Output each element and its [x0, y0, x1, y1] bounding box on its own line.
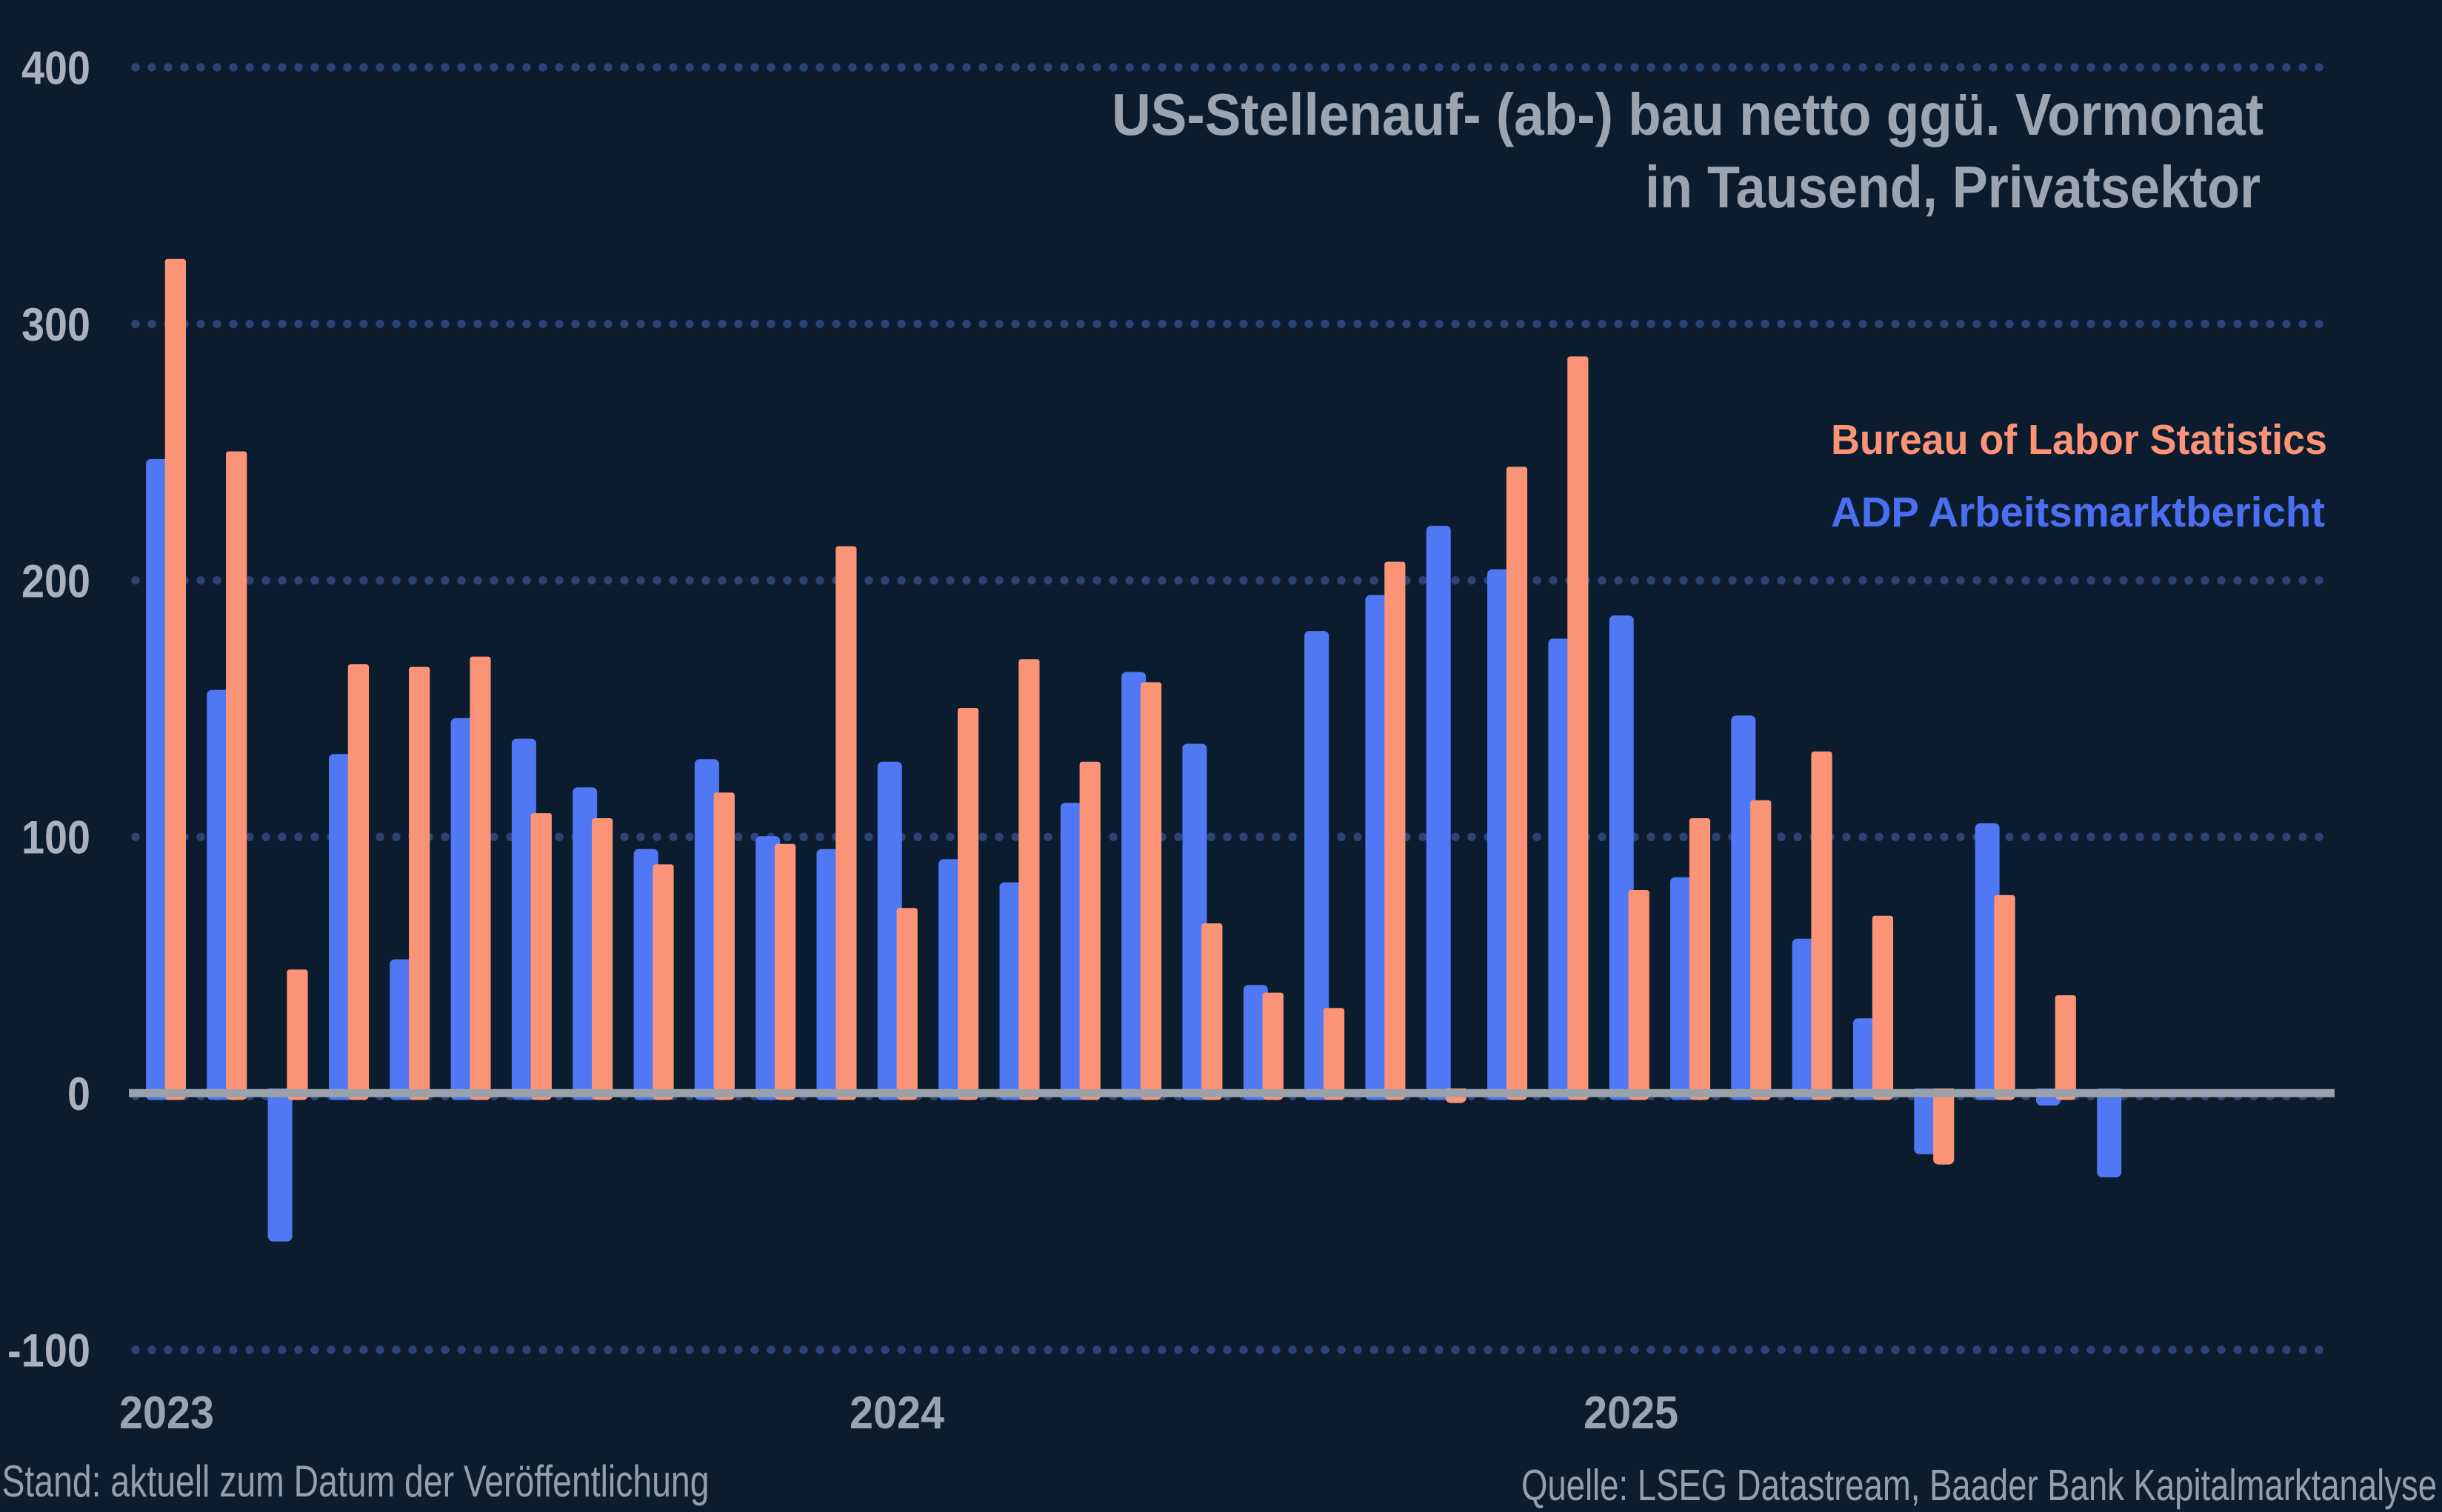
svg-text:Bureau of Labor Statistics: Bureau of Labor Statistics [1831, 416, 2327, 464]
svg-text:-100: -100 [7, 1325, 90, 1377]
svg-text:US-Stellenauf- (ab-) bau netto: US-Stellenauf- (ab-) bau netto ggü. Vorm… [1112, 81, 2263, 147]
svg-text:300: 300 [21, 299, 90, 351]
svg-text:400: 400 [21, 43, 90, 95]
svg-text:2024: 2024 [850, 1388, 944, 1439]
svg-text:0: 0 [67, 1068, 90, 1120]
svg-text:200: 200 [21, 555, 90, 607]
svg-text:100: 100 [21, 812, 90, 864]
svg-text:Stand: aktuell zum Datum der V: Stand: aktuell zum Datum der Veröffentli… [2, 1456, 710, 1506]
svg-text:ADP Arbeitsmarktbericht: ADP Arbeitsmarktbericht [1831, 489, 2325, 536]
svg-text:in Tausend, Privatsektor: in Tausend, Privatsektor [1645, 154, 2261, 220]
svg-text:Quelle: LSEG Datastream, Baade: Quelle: LSEG Datastream, Baader Bank Kap… [1521, 1461, 2437, 1510]
svg-text:2023: 2023 [119, 1388, 214, 1439]
svg-text:2025: 2025 [1584, 1388, 1678, 1439]
